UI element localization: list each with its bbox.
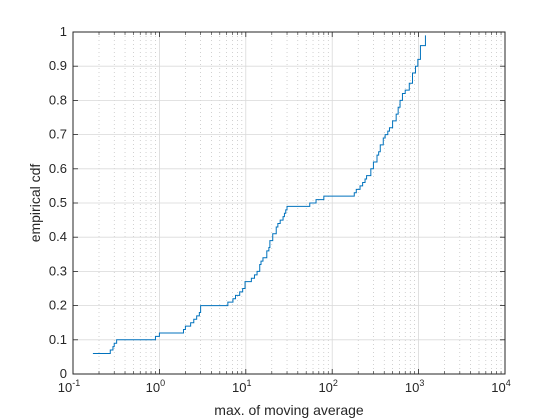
y-tick-label: 0.4 <box>49 229 67 244</box>
y-tick-label: 0.3 <box>49 263 67 278</box>
x-tick-exponent: 2 <box>333 378 338 388</box>
y-tick-label: 0.9 <box>49 58 67 73</box>
x-axis-label: max. of moving average <box>214 402 364 418</box>
y-axis-label: empirical cdf <box>27 164 43 243</box>
x-tick-base: 10 <box>491 380 505 395</box>
y-tick-label: 0.1 <box>49 332 67 347</box>
y-tick-label: 0.8 <box>49 92 67 107</box>
y-tick-label: 1 <box>60 24 67 39</box>
y-tick-label: 0.2 <box>49 298 67 313</box>
x-tick-exponent: 4 <box>506 378 511 388</box>
x-tick-exponent: 1 <box>247 378 252 388</box>
y-tick-label: 0.5 <box>49 195 67 210</box>
x-tick-base: 10 <box>58 380 72 395</box>
x-tick-exponent: -1 <box>72 378 80 388</box>
x-tick-base: 10 <box>405 380 419 395</box>
y-tick-label: 0.6 <box>49 161 67 176</box>
x-tick-base: 10 <box>146 380 160 395</box>
x-tick-base: 10 <box>318 380 332 395</box>
y-tick-label: 0 <box>60 366 67 381</box>
y-tick-label: 0.7 <box>49 127 67 142</box>
x-tick-base: 10 <box>232 380 246 395</box>
x-tick-exponent: 3 <box>419 378 424 388</box>
x-tick-exponent: 0 <box>160 378 165 388</box>
